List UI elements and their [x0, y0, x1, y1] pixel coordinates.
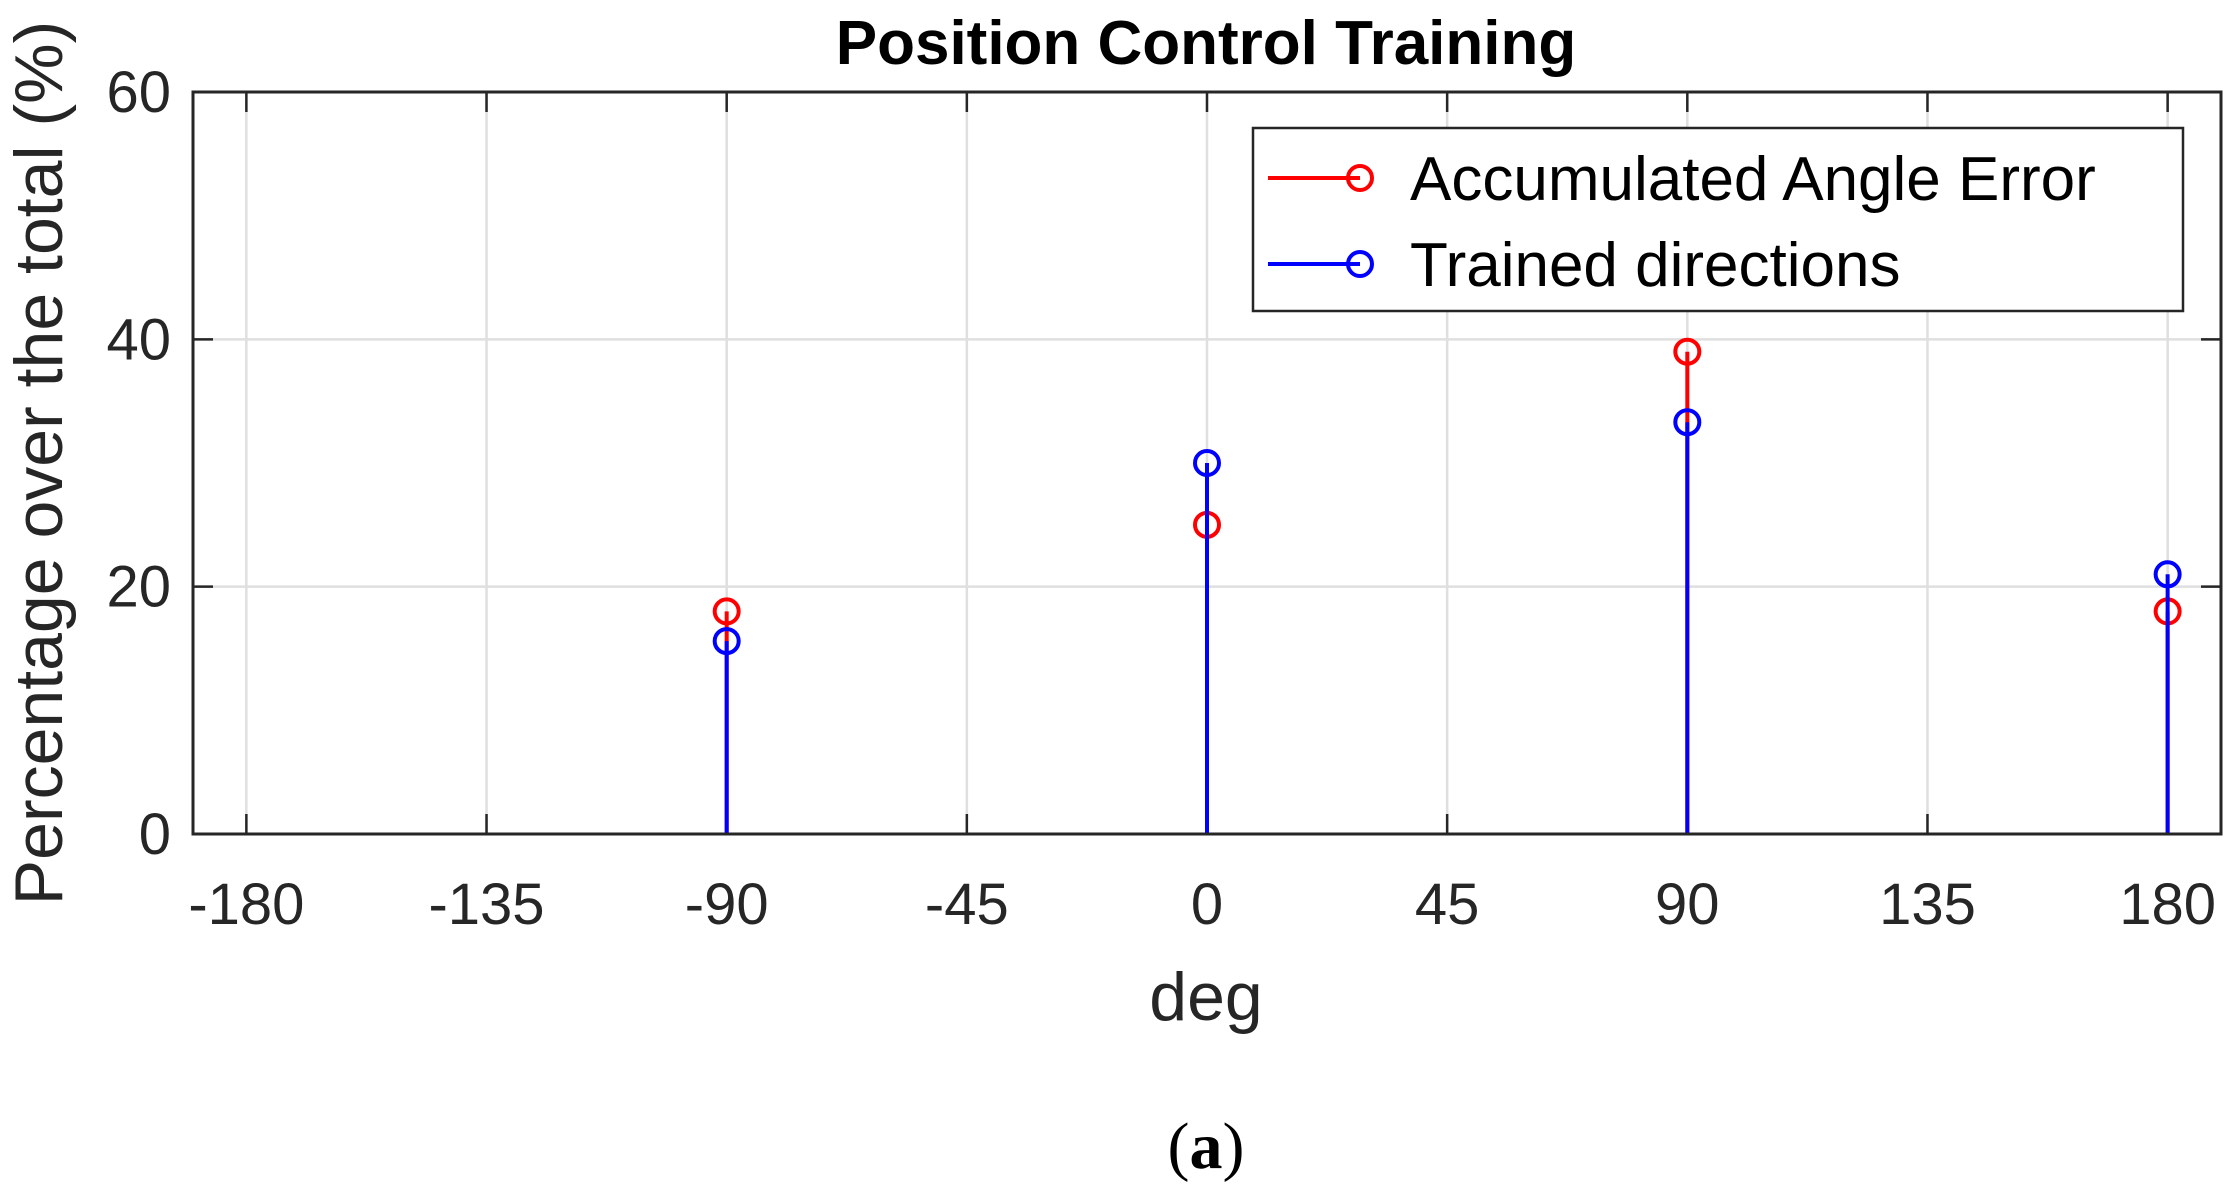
legend: Accumulated Angle Error Trained directio… [1251, 126, 2185, 313]
stem-marker-accumulated-angle-error [712, 597, 741, 626]
x-tick-label: 45 [1415, 872, 1480, 937]
y-tick-label: 20 [106, 555, 171, 620]
y-tick-label: 40 [106, 307, 171, 372]
figure-caption: (a) [1168, 1110, 1245, 1183]
x-axis-label: deg [1149, 959, 1262, 1035]
legend-swatch-marker-trained-directions [1346, 250, 1374, 278]
x-tick-label: -180 [188, 872, 304, 937]
x-tick-label: -135 [428, 872, 544, 937]
legend-swatch-marker-accumulated-angle-error [1346, 164, 1374, 192]
x-tick-label: 135 [1879, 872, 1976, 937]
stem-marker-trained-directions [1193, 449, 1221, 477]
y-tick-labels: 0 20 40 60 [106, 60, 171, 867]
chart-title: Position Control Training [836, 9, 1577, 78]
legend-label-accumulated-angle-error: Accumulated Angle Error [1410, 145, 2096, 214]
stem-marker-trained-directions [2153, 560, 2182, 589]
y-tick-label: 0 [139, 802, 171, 867]
legend-label-trained-directions: Trained directions [1410, 231, 1901, 300]
stem-marker-trained-directions [712, 627, 741, 656]
stem-marker-trained-directions [1673, 408, 1702, 437]
x-tick-label: 0 [1191, 872, 1223, 937]
caption-open-paren: ( [1168, 1110, 1190, 1183]
x-tick-label: 90 [1655, 872, 1720, 937]
x-tick-label: 180 [2119, 872, 2216, 937]
stem-marker-accumulated-angle-error [1673, 337, 1702, 366]
caption-letter: a [1190, 1110, 1223, 1183]
series-trained-directions [712, 408, 2182, 834]
y-axis-label: Percentage over the total (%) [1, 21, 77, 905]
caption-close-paren: ) [1223, 1110, 1245, 1183]
plot-area-frame [191, 90, 2223, 836]
x-tick-label: -90 [685, 872, 769, 937]
data-series [712, 337, 2182, 834]
y-tick-label: 60 [106, 60, 171, 125]
x-tick-label: -45 [925, 872, 1009, 937]
x-tick-labels: -180 -135 -90 -45 0 45 90 135 180 [188, 872, 2216, 937]
legend-box [1251, 126, 2185, 313]
